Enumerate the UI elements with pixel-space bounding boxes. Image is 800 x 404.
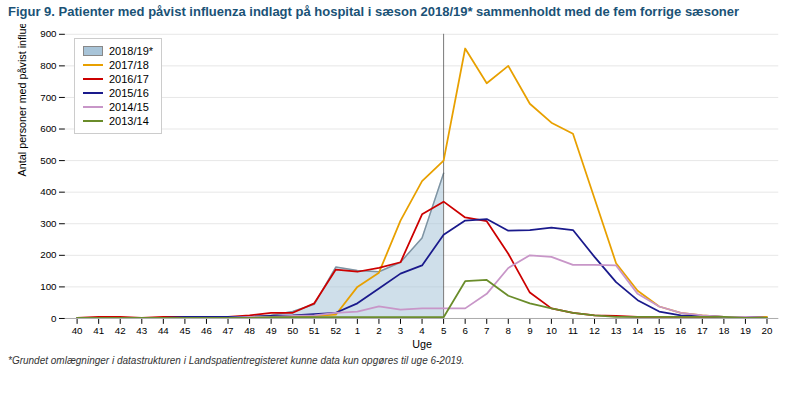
svg-text:40: 40 bbox=[72, 325, 83, 336]
svg-text:42: 42 bbox=[115, 325, 126, 336]
svg-text:1: 1 bbox=[355, 325, 360, 336]
svg-text:11: 11 bbox=[568, 325, 578, 336]
svg-text:44: 44 bbox=[158, 325, 169, 336]
svg-text:46: 46 bbox=[201, 325, 212, 336]
svg-text:6: 6 bbox=[462, 325, 468, 336]
svg-text:17: 17 bbox=[697, 325, 708, 336]
html-text:Figur 9. Patienter med påvist: Figur 9. Patienter med påvist influenza … bbox=[8, 4, 740, 19]
svg-text:20: 20 bbox=[762, 325, 773, 336]
svg-text:41: 41 bbox=[93, 325, 104, 336]
html-text:2018/19*: 2018/19* bbox=[109, 45, 153, 57]
svg-text:900: 900 bbox=[40, 28, 57, 39]
html-text:2017/18: 2017/18 bbox=[109, 59, 149, 71]
svg-text:Uge: Uge bbox=[412, 338, 432, 350]
svg-text:0: 0 bbox=[51, 313, 57, 324]
svg-text:300: 300 bbox=[40, 218, 57, 229]
svg-text:Antal personer med påvist infl: Antal personer med påvist influenza bbox=[16, 24, 28, 176]
svg-text:47: 47 bbox=[223, 325, 234, 336]
svg-text:16: 16 bbox=[675, 325, 686, 336]
svg-text:8: 8 bbox=[506, 325, 512, 336]
svg-text:43: 43 bbox=[136, 325, 147, 336]
svg-text:15: 15 bbox=[654, 325, 665, 336]
svg-text:4: 4 bbox=[419, 325, 425, 336]
svg-text:52: 52 bbox=[330, 325, 341, 336]
svg-text:49: 49 bbox=[266, 325, 277, 336]
html-text:2013/14: 2013/14 bbox=[109, 115, 149, 127]
svg-text:9: 9 bbox=[527, 325, 532, 336]
svg-text:400: 400 bbox=[40, 186, 57, 197]
svg-text:5: 5 bbox=[441, 325, 447, 336]
svg-text:50: 50 bbox=[287, 325, 298, 336]
svg-text:200: 200 bbox=[40, 249, 57, 260]
svg-text:700: 700 bbox=[40, 92, 57, 103]
svg-text:19: 19 bbox=[740, 325, 751, 336]
svg-text:45: 45 bbox=[179, 325, 190, 336]
svg-text:800: 800 bbox=[40, 60, 57, 71]
svg-text:18: 18 bbox=[718, 325, 729, 336]
svg-text:10: 10 bbox=[546, 325, 557, 336]
svg-text:14: 14 bbox=[632, 325, 643, 336]
svg-text:600: 600 bbox=[40, 123, 57, 134]
html-text:2014/15: 2014/15 bbox=[109, 101, 149, 113]
svg-text:12: 12 bbox=[589, 325, 600, 336]
svg-text:500: 500 bbox=[40, 155, 57, 166]
html-text:*Grundet omlægninger i datastr: *Grundet omlægninger i datastrukturen i … bbox=[8, 355, 465, 367]
html-text:2015/16: 2015/16 bbox=[109, 87, 149, 99]
svg-text:2: 2 bbox=[376, 325, 381, 336]
svg-text:100: 100 bbox=[40, 281, 57, 292]
svg-text:13: 13 bbox=[611, 325, 622, 336]
html-text:2016/17: 2016/17 bbox=[109, 73, 149, 85]
svg-text:48: 48 bbox=[244, 325, 255, 336]
svg-text:51: 51 bbox=[309, 325, 320, 336]
svg-text:3: 3 bbox=[398, 325, 404, 336]
svg-text:7: 7 bbox=[484, 325, 489, 336]
